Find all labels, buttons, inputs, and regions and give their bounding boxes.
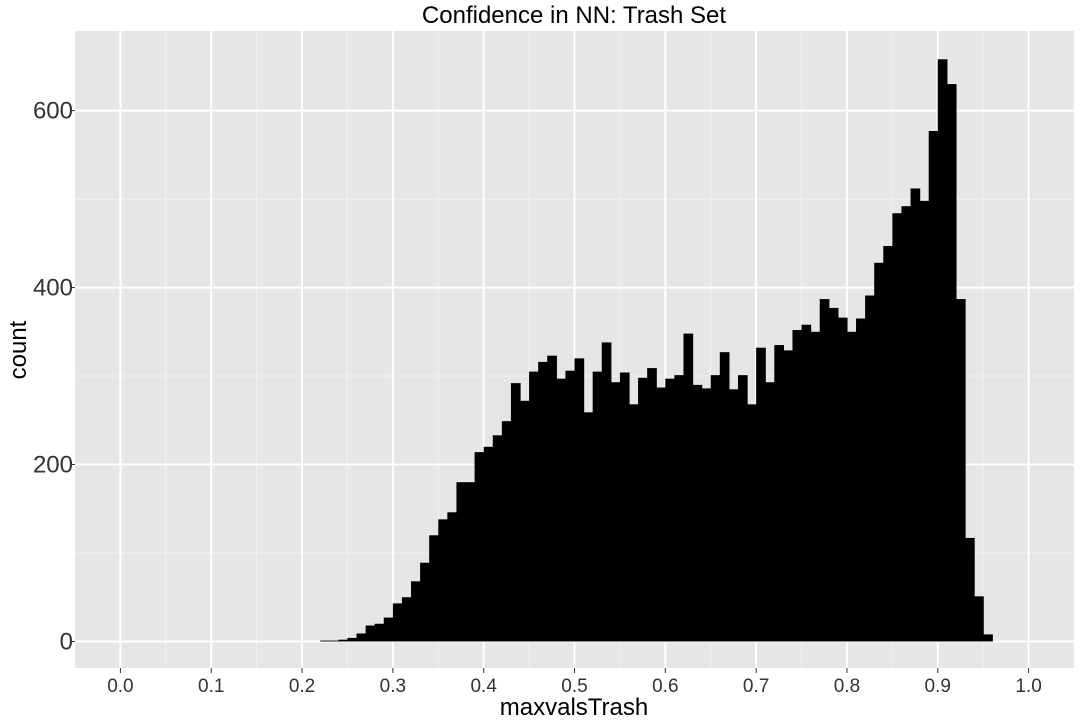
histogram-bar [365,625,376,642]
histogram-bar [501,421,512,642]
histogram-bar [937,59,948,642]
x-tick-label: 0.8 [834,676,860,697]
histogram-bar [783,350,794,642]
histogram-bar [719,352,730,642]
x-tick-label: 0.1 [198,676,224,697]
histogram-bar [756,347,766,642]
histogram-bar [910,188,921,642]
x-tick-label: 0.3 [380,676,406,697]
histogram-bar [765,382,775,642]
histogram-bar [474,452,485,642]
x-axis-ticks: 0.0 0.1 0.2 0.3 0.4 0.5 0.6 0.7 0.8 0.9 1.0 [107,668,1042,697]
y-axis-ticks: 0 200 400 600 [33,98,75,655]
histogram-bar [647,368,657,642]
x-tick-label: 0.6 [652,676,678,697]
histogram-bar [665,378,675,642]
x-tick-label: 0.4 [470,676,497,697]
histogram-bar [801,324,812,642]
histogram-bar [656,387,666,642]
histogram-bar [465,482,476,642]
y-tick-label: 600 [33,98,73,125]
histogram-bar [438,519,448,642]
x-tick-label: 0.9 [925,676,951,697]
histogram-bar [965,537,975,642]
histogram-bar [810,331,821,642]
histogram-bar [865,295,875,642]
histogram-bar [946,84,957,642]
histogram-bar [556,378,567,642]
histogram-bar [892,213,903,642]
histogram-bar [347,637,358,642]
histogram-bar [338,639,349,642]
histogram-bar [429,535,439,642]
histogram-bar [383,617,394,642]
histogram-bar [520,400,530,642]
histogram-bar [901,206,912,642]
histogram-bar [610,382,621,642]
x-tick-label: 1.0 [1015,676,1041,697]
histogram-bar [846,331,857,642]
histogram-bar [510,383,521,642]
histogram-bar [601,342,612,642]
histogram-bar [538,361,548,642]
histogram-bar [628,404,639,642]
y-tick-label: 200 [33,452,73,479]
histogram-bar [819,299,830,642]
histogram-bar [774,345,784,642]
histogram-bar [574,358,585,642]
histogram-bar [928,130,939,642]
histogram-bar [792,330,803,642]
histogram-bar [401,597,412,642]
y-tick-label: 0 [60,628,73,655]
histogram-bar [638,377,648,642]
histogram-bar [737,375,748,642]
histogram-bar [492,435,503,642]
histogram-bar [856,318,866,642]
histogram-bar [356,633,367,642]
histogram-bar [955,299,966,642]
histogram-bar [974,596,984,642]
y-axis-label: count [5,320,32,379]
histogram-bar [747,404,757,642]
histogram-bar [392,603,403,642]
histogram-bars [320,59,993,642]
histogram-bar [710,375,721,642]
histogram-bar [828,307,839,642]
histogram-bar [411,581,421,642]
histogram-bar [329,640,339,642]
histogram-bar [456,482,467,642]
histogram-bar [447,512,458,642]
histogram-bar [683,333,694,642]
histogram-bar [547,355,557,642]
histogram-bar [701,388,712,642]
histogram-bar [919,200,930,642]
histogram-bar [674,375,685,642]
x-tick-label: 0.2 [289,676,315,697]
histogram-bar [565,370,576,642]
x-axis-label: maxvalsTrash [500,694,648,720]
histogram-bar [883,245,893,642]
histogram-bar [619,372,630,642]
histogram-bar [837,317,848,642]
x-tick-label: 0.7 [743,676,769,697]
x-tick-label: 0.0 [107,676,133,697]
x-tick-label: 0.5 [561,676,587,697]
histogram-bar [483,446,494,642]
histogram-bar [320,640,330,642]
histogram-bar [420,562,430,642]
histogram-bar [374,623,385,642]
histogram-bar [874,262,884,642]
y-tick-label: 400 [33,275,73,302]
histogram-bar [529,371,539,642]
histogram-bar [692,384,703,642]
histogram-bar [983,634,993,642]
chart-title: Confidence in NN: Trash Set [422,2,726,29]
histogram-bar [583,412,594,642]
histogram-bar [592,371,603,642]
histogram-bar [728,389,739,642]
